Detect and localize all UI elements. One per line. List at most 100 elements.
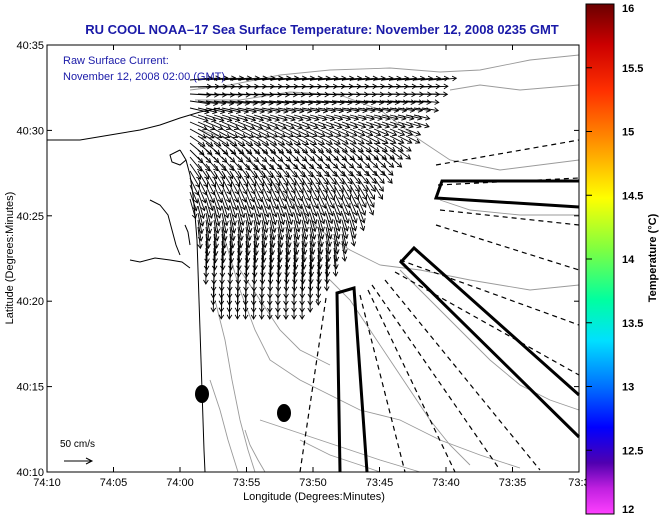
current-arrow (285, 177, 296, 194)
current-arrow (309, 177, 320, 194)
current-arrow (221, 142, 237, 155)
current-arrow (269, 135, 286, 146)
current-arrow (229, 128, 247, 138)
current-arrow (333, 247, 339, 270)
current-arrow (357, 212, 366, 232)
current-arrow (341, 128, 358, 137)
current-arrow (293, 184, 303, 202)
current-arrow (421, 99, 440, 105)
coastline-segment (129, 257, 191, 269)
current-arrow (245, 156, 259, 171)
current-arrow (229, 198, 238, 219)
current-arrow (349, 121, 367, 129)
current-arrow (277, 184, 287, 202)
x-tick-label: 73:55 (233, 477, 261, 489)
coastline-segment (149, 199, 181, 256)
current-arrow (197, 198, 206, 220)
current-arrow (309, 191, 319, 210)
current-arrow (253, 198, 262, 218)
radar-radial (367, 289, 456, 473)
current-arrow (197, 226, 203, 250)
current-arrow (293, 212, 301, 233)
current-arrow (269, 121, 288, 130)
depth-contour (259, 419, 421, 473)
current-arrow (317, 205, 326, 225)
current-arrow (421, 75, 442, 82)
current-arrow (333, 163, 346, 177)
current-arrow (325, 135, 341, 145)
current-arrow (285, 191, 295, 210)
current-arrow (381, 170, 393, 184)
current-arrow (245, 191, 255, 211)
current-arrow (341, 99, 361, 106)
annotation-line-2: November 12, 2008 02:00 (GMT) (63, 71, 225, 83)
current-arrow (357, 135, 373, 145)
current-arrow (365, 121, 383, 129)
current-arrow (269, 170, 281, 187)
current-arrow (213, 198, 222, 219)
current-arrow (309, 121, 327, 130)
current-arrow (341, 198, 351, 217)
current-arrow (381, 128, 398, 137)
colorbar-tick-label: 12.5 (622, 445, 643, 457)
colorbar-tick-label: 15.5 (622, 63, 643, 75)
y-tick-label: 40:15 (16, 382, 44, 394)
current-arrow (421, 107, 440, 113)
current-arrow (197, 163, 210, 180)
current-arrow (325, 121, 343, 130)
current-arrow (218, 296, 225, 320)
current-arrow (285, 128, 303, 138)
current-arrow (253, 142, 269, 154)
current-arrow (189, 142, 205, 156)
current-arrow (381, 156, 395, 168)
current-arrow (365, 149, 380, 161)
current-arrow (333, 177, 344, 193)
current-arrow (325, 128, 342, 137)
current-arrow (213, 170, 225, 188)
current-arrow (245, 128, 263, 138)
current-arrow (213, 142, 229, 155)
depth-contour (329, 279, 471, 466)
current-arrow (389, 156, 403, 168)
current-arrow (291, 296, 297, 320)
current-arrow (269, 142, 285, 154)
current-arrow (333, 121, 351, 129)
current-arrow (221, 170, 233, 188)
current-arrow (333, 191, 343, 209)
current-arrow (373, 121, 391, 129)
current-arrow (349, 177, 360, 193)
current-arrow (261, 170, 273, 187)
radar-wedge (398, 245, 581, 439)
current-arrow (357, 128, 374, 137)
current-arrow (381, 121, 399, 129)
current-arrow (317, 121, 335, 130)
current-arrow (349, 99, 369, 106)
radar-radial (371, 284, 501, 471)
current-arrow (349, 163, 362, 177)
current-arrow (413, 99, 432, 105)
x-tick-label: 73:40 (432, 477, 460, 489)
current-arrow (245, 198, 254, 219)
current-arrow (229, 191, 239, 211)
current-arrow (341, 135, 357, 145)
current-arrow (397, 135, 413, 144)
current-arrow (253, 170, 265, 187)
depth-contour (244, 429, 266, 473)
current-arrow (221, 205, 229, 227)
current-arrow (349, 205, 358, 224)
current-arrow (405, 121, 422, 129)
current-arrow (325, 99, 345, 106)
current-arrow (205, 142, 221, 155)
current-arrow (301, 198, 310, 218)
current-arrow (275, 296, 281, 320)
current-arrow (333, 212, 341, 232)
current-arrow (277, 191, 287, 210)
current-arrow (341, 240, 348, 262)
current-arrow (229, 142, 245, 155)
current-arrow (237, 205, 245, 226)
colorbar-tick-label: 13.5 (622, 318, 643, 330)
current-arrow (285, 184, 295, 202)
current-arrow (341, 163, 354, 177)
x-axis-label: Longitude (Degrees:Minutes) (243, 491, 385, 503)
current-arrow (229, 205, 237, 227)
